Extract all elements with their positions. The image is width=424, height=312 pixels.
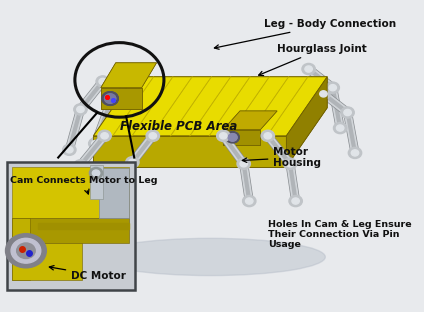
Circle shape: [96, 76, 109, 87]
Circle shape: [121, 198, 129, 204]
Circle shape: [126, 157, 139, 168]
Circle shape: [6, 234, 46, 268]
Polygon shape: [286, 77, 327, 167]
Circle shape: [101, 133, 108, 139]
Circle shape: [289, 195, 302, 207]
Circle shape: [329, 85, 337, 91]
FancyBboxPatch shape: [7, 162, 135, 290]
Text: Leg - Body Connection: Leg - Body Connection: [215, 19, 396, 49]
Circle shape: [70, 201, 77, 207]
Circle shape: [74, 104, 87, 115]
Circle shape: [99, 78, 106, 85]
Polygon shape: [38, 223, 129, 229]
Circle shape: [77, 106, 84, 113]
Polygon shape: [93, 136, 286, 167]
Circle shape: [11, 238, 41, 263]
Circle shape: [106, 100, 114, 106]
Circle shape: [243, 195, 256, 207]
Circle shape: [103, 98, 117, 109]
Polygon shape: [90, 165, 103, 199]
Circle shape: [326, 82, 340, 93]
Circle shape: [132, 75, 140, 81]
Circle shape: [220, 133, 227, 139]
Polygon shape: [12, 243, 82, 280]
Circle shape: [317, 88, 330, 100]
Polygon shape: [93, 77, 327, 136]
Ellipse shape: [95, 238, 325, 275]
Circle shape: [302, 63, 315, 75]
Circle shape: [105, 94, 116, 103]
Circle shape: [98, 130, 111, 141]
Circle shape: [334, 122, 347, 134]
Text: Hourglass Joint: Hourglass Joint: [259, 44, 367, 76]
Polygon shape: [223, 111, 277, 129]
Circle shape: [283, 158, 297, 169]
Circle shape: [226, 132, 239, 143]
Circle shape: [67, 198, 80, 210]
Circle shape: [240, 161, 248, 167]
Circle shape: [351, 150, 359, 156]
Circle shape: [341, 107, 354, 118]
Text: Flexible PCB Area: Flexible PCB Area: [120, 120, 237, 133]
Polygon shape: [12, 167, 129, 218]
Polygon shape: [101, 63, 156, 88]
Circle shape: [63, 144, 76, 155]
Polygon shape: [286, 77, 327, 167]
Circle shape: [89, 138, 102, 149]
Circle shape: [344, 110, 351, 116]
Polygon shape: [223, 129, 260, 145]
Circle shape: [226, 132, 239, 143]
Circle shape: [102, 92, 118, 105]
Circle shape: [237, 158, 251, 169]
Circle shape: [261, 130, 274, 141]
Circle shape: [337, 125, 344, 131]
Text: Holes In Cam & Leg Ensure
Their Connection Via Pin
Usage: Holes In Cam & Leg Ensure Their Connecti…: [268, 220, 411, 250]
Circle shape: [17, 243, 35, 259]
Circle shape: [286, 161, 294, 167]
Polygon shape: [223, 111, 277, 129]
Circle shape: [89, 168, 103, 179]
Circle shape: [129, 73, 143, 84]
Text: DC Motor: DC Motor: [49, 266, 126, 280]
Circle shape: [92, 140, 99, 147]
Polygon shape: [101, 88, 142, 110]
Circle shape: [77, 162, 84, 168]
Circle shape: [264, 133, 271, 139]
Polygon shape: [93, 136, 286, 167]
Polygon shape: [101, 63, 156, 88]
Circle shape: [305, 66, 312, 72]
Text: Cam Connects Motor to Leg: Cam Connects Motor to Leg: [10, 176, 157, 194]
Circle shape: [292, 198, 299, 204]
Polygon shape: [12, 218, 31, 280]
Polygon shape: [101, 88, 142, 110]
Polygon shape: [93, 77, 327, 136]
Circle shape: [66, 147, 73, 153]
Circle shape: [74, 160, 87, 171]
Polygon shape: [12, 218, 129, 243]
Text: Motor
Housing: Motor Housing: [242, 147, 321, 168]
Polygon shape: [99, 168, 129, 218]
Circle shape: [245, 198, 253, 204]
Circle shape: [129, 159, 136, 165]
Circle shape: [217, 130, 230, 141]
Polygon shape: [223, 129, 260, 145]
Circle shape: [105, 94, 116, 103]
Circle shape: [228, 134, 237, 141]
Circle shape: [228, 134, 237, 141]
Circle shape: [102, 92, 118, 105]
Circle shape: [118, 195, 132, 207]
Circle shape: [149, 133, 156, 139]
Circle shape: [348, 147, 362, 158]
Circle shape: [146, 130, 159, 141]
Circle shape: [92, 170, 100, 176]
Circle shape: [320, 91, 327, 97]
